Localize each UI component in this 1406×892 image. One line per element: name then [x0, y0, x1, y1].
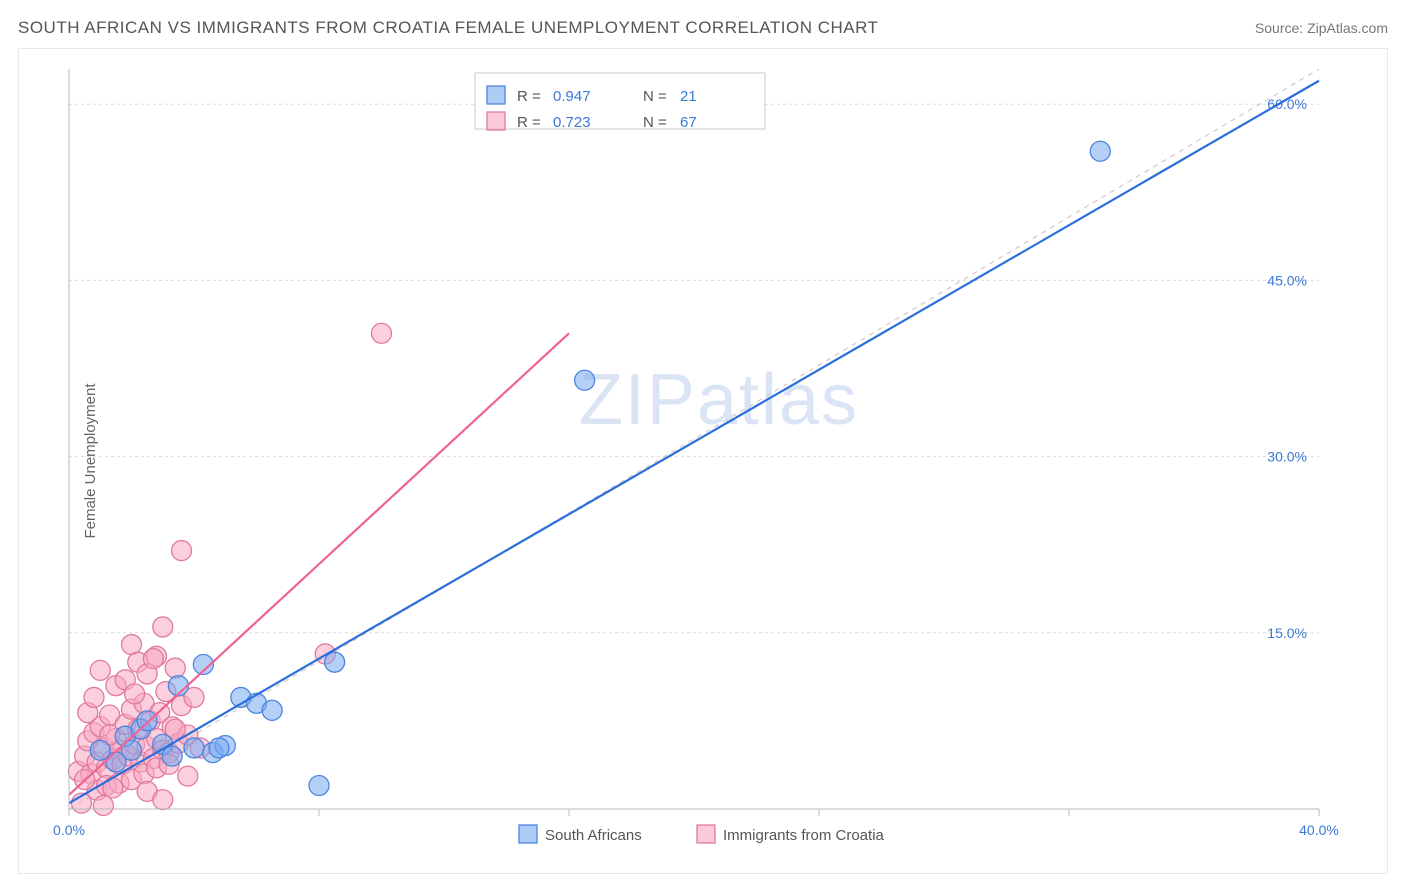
- data-point: [262, 700, 282, 720]
- legend-n-value: 21: [680, 88, 697, 105]
- chart-header: SOUTH AFRICAN VS IMMIGRANTS FROM CROATIA…: [18, 18, 1388, 38]
- data-point: [143, 649, 163, 669]
- data-point: [172, 541, 192, 561]
- source-label: Source:: [1255, 20, 1303, 36]
- data-point: [153, 790, 173, 810]
- legend-r-label: R =: [517, 114, 541, 131]
- source-name: ZipAtlas.com: [1307, 20, 1388, 36]
- y-tick-label: 15.0%: [1267, 625, 1307, 641]
- data-point: [162, 746, 182, 766]
- legend-series-label: South Africans: [545, 827, 642, 844]
- data-point: [309, 776, 329, 796]
- data-point: [153, 617, 173, 637]
- legend-swatch: [487, 112, 505, 130]
- legend-n-label: N =: [643, 88, 667, 105]
- chart-title: SOUTH AFRICAN VS IMMIGRANTS FROM CROATIA…: [18, 18, 878, 38]
- legend-n-value: 67: [680, 114, 697, 131]
- legend-series-label: Immigrants from Croatia: [723, 827, 885, 844]
- chart-source: Source: ZipAtlas.com: [1255, 20, 1388, 36]
- data-point: [93, 795, 113, 815]
- data-point: [125, 684, 145, 704]
- y-tick-label: 30.0%: [1267, 449, 1307, 465]
- scatter-chart: 15.0%30.0%45.0%60.0%ZIPatlas0.0%40.0%R =…: [19, 49, 1387, 873]
- y-tick-label: 45.0%: [1267, 272, 1307, 288]
- legend-swatch: [487, 86, 505, 104]
- data-point: [184, 738, 204, 758]
- data-point: [1090, 141, 1110, 161]
- chart-container: Female Unemployment 15.0%30.0%45.0%60.0%…: [18, 48, 1388, 874]
- legend-swatch: [697, 825, 715, 843]
- data-point: [372, 323, 392, 343]
- legend-n-label: N =: [643, 114, 667, 131]
- legend-r-value: 0.947: [553, 88, 591, 105]
- data-point: [84, 687, 104, 707]
- legend-r-value: 0.723: [553, 114, 591, 131]
- data-point: [575, 370, 595, 390]
- trend-line: [69, 333, 569, 795]
- x-tick-label: 0.0%: [53, 822, 85, 838]
- legend-r-label: R =: [517, 88, 541, 105]
- data-point: [90, 660, 110, 680]
- data-point: [165, 658, 185, 678]
- data-point: [178, 766, 198, 786]
- data-point: [325, 652, 345, 672]
- trend-line: [69, 81, 1319, 803]
- data-point: [209, 738, 229, 758]
- y-axis-label: Female Unemployment: [82, 383, 99, 538]
- x-tick-label: 40.0%: [1299, 822, 1339, 838]
- legend-swatch: [519, 825, 537, 843]
